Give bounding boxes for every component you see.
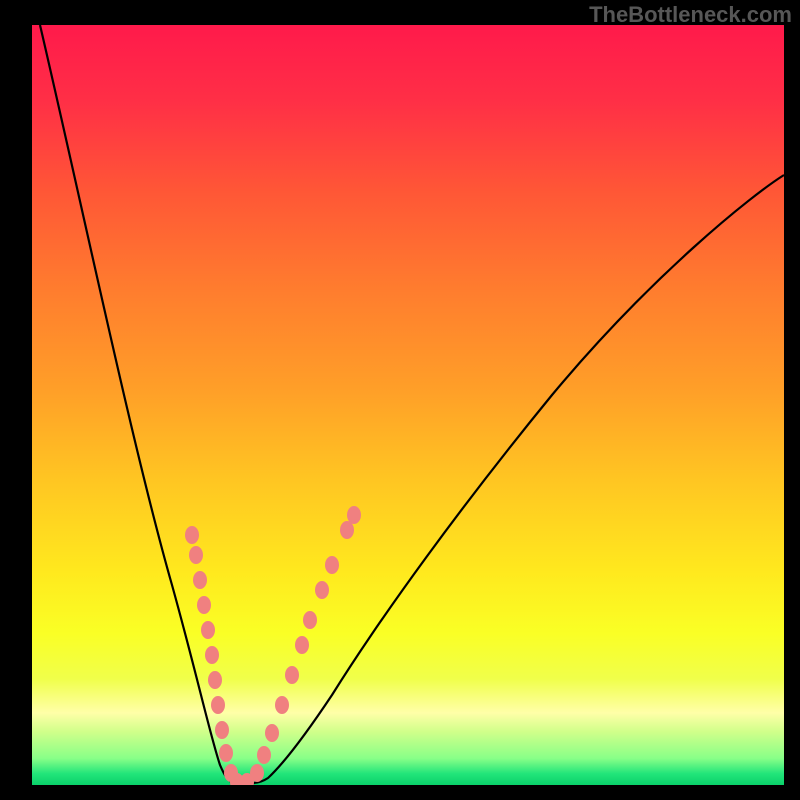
data-marker	[205, 646, 219, 664]
chart-container: TheBottleneck.com	[0, 0, 800, 800]
plot-area	[32, 25, 784, 785]
data-marker	[347, 506, 361, 524]
data-marker	[285, 666, 299, 684]
data-marker	[325, 556, 339, 574]
curve-layer	[32, 25, 784, 785]
data-marker	[211, 696, 225, 714]
watermark-text: TheBottleneck.com	[589, 2, 792, 28]
data-marker	[197, 596, 211, 614]
data-marker	[340, 521, 354, 539]
curve-path	[40, 25, 234, 783]
data-marker	[295, 636, 309, 654]
data-marker	[215, 721, 229, 739]
data-marker	[250, 764, 264, 782]
data-marker	[275, 696, 289, 714]
curve-path	[252, 175, 784, 783]
data-marker	[257, 746, 271, 764]
data-marker	[303, 611, 317, 629]
data-marker	[185, 526, 199, 544]
data-marker	[193, 571, 207, 589]
data-marker	[315, 581, 329, 599]
data-marker	[219, 744, 233, 762]
data-marker	[189, 546, 203, 564]
data-marker	[201, 621, 215, 639]
data-marker	[265, 724, 279, 742]
data-marker	[208, 671, 222, 689]
